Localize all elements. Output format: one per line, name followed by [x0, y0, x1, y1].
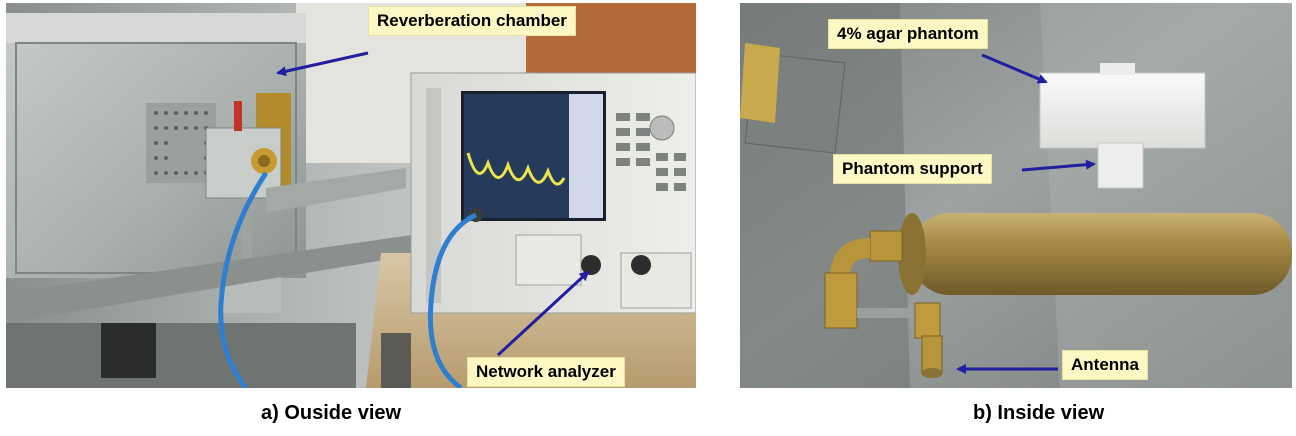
phantom-support	[1097, 142, 1144, 189]
label-reverberation-chamber: Reverberation chamber	[368, 6, 576, 36]
outside-view-photo	[6, 3, 696, 388]
outside-view-scene	[6, 3, 696, 388]
label-phantom-support: Phantom support	[833, 154, 992, 184]
blue-cable-left	[218, 171, 269, 388]
caption-inside-view: b) Inside view	[973, 402, 1105, 424]
label-agar-phantom: 4% agar phantom	[828, 19, 988, 49]
label-antenna: Antenna	[1062, 350, 1148, 380]
caption-outside-view: a) Ouside view	[261, 402, 402, 424]
inside-view-scene	[740, 3, 1292, 388]
agar-phantom	[1039, 72, 1206, 149]
inside-view-photo	[740, 3, 1292, 388]
horn-tube	[910, 213, 1292, 295]
blue-cable-right	[427, 212, 478, 388]
label-network-analyzer: Network analyzer	[467, 357, 625, 387]
